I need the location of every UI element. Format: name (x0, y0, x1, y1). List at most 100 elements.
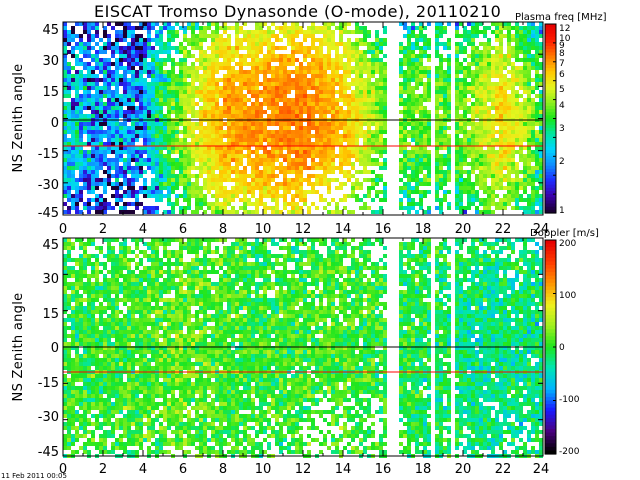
heatmap-cell (279, 146, 283, 150)
heatmap-cell (315, 162, 319, 166)
heatmap-cell (351, 42, 355, 46)
heatmap-cell (87, 190, 91, 194)
heatmap-cell (147, 38, 151, 42)
heatmap-cell (111, 174, 115, 178)
heatmap-cell (107, 138, 111, 142)
colorbar-tick-label: 5 (559, 85, 565, 95)
heatmap-cell (343, 94, 347, 98)
heatmap-cell (487, 26, 491, 30)
heatmap-cell (459, 50, 463, 54)
heatmap-cell (203, 78, 207, 82)
heatmap-cell (171, 162, 175, 166)
heatmap-cell (307, 150, 311, 154)
heatmap-cell (287, 134, 291, 138)
heatmap-cell (335, 138, 339, 142)
heatmap-cell (99, 130, 103, 134)
heatmap-cell (119, 98, 123, 102)
heatmap-cell (79, 138, 83, 142)
heatmap-cell (399, 74, 403, 78)
heatmap-cell (423, 174, 427, 178)
heatmap-cell (343, 98, 347, 102)
heatmap-cell (475, 34, 479, 38)
heatmap-cell (467, 182, 471, 186)
heatmap-cell (87, 102, 91, 106)
heatmap-cell (95, 98, 99, 102)
heatmap-cell (187, 86, 191, 90)
heatmap-cell (435, 186, 439, 190)
heatmap-cell (283, 58, 287, 62)
doppler-heatmap (63, 238, 543, 458)
heatmap-cell (227, 178, 231, 182)
heatmap-cell (335, 66, 339, 70)
heatmap-cell (327, 150, 331, 154)
heatmap-cell (263, 194, 267, 198)
heatmap-cell (275, 210, 279, 214)
heatmap-cell (83, 78, 87, 82)
heatmap-cell (239, 130, 243, 134)
heatmap-cell (355, 158, 359, 162)
heatmap-cell (111, 26, 115, 30)
heatmap-cell (195, 110, 199, 114)
heatmap-cell (79, 354, 83, 358)
heatmap-cell (163, 126, 167, 130)
heatmap-cell (287, 170, 291, 174)
heatmap-cell (343, 174, 347, 178)
heatmap-cell (75, 298, 79, 302)
heatmap-cell (531, 122, 535, 126)
heatmap-cell (411, 154, 415, 158)
heatmap-cell (531, 78, 535, 82)
heatmap-cell (287, 142, 291, 146)
heatmap-cell (519, 38, 523, 42)
heatmap-cell (347, 158, 351, 162)
heatmap-cell (343, 146, 347, 150)
heatmap-cell (327, 90, 331, 94)
heatmap-cell (71, 298, 75, 302)
heatmap-cell (271, 206, 275, 210)
heatmap-cell (195, 198, 199, 202)
heatmap-cell (483, 174, 487, 178)
heatmap-cell (115, 42, 119, 46)
heatmap-cell (347, 74, 351, 78)
heatmap-cell (203, 114, 207, 118)
heatmap-cell (511, 122, 515, 126)
heatmap-cell (439, 114, 443, 118)
heatmap-cell (471, 142, 475, 146)
heatmap-cell (531, 54, 535, 58)
heatmap-cell (175, 46, 179, 50)
heatmap-cell (63, 114, 67, 118)
heatmap-cell (227, 90, 231, 94)
heatmap-cell (291, 138, 295, 142)
heatmap-cell (539, 78, 543, 82)
heatmap-cell (227, 142, 231, 146)
heatmap-cell (75, 270, 79, 274)
heatmap-cell (215, 162, 219, 166)
heatmap-cell (267, 114, 271, 118)
heatmap-cell (239, 26, 243, 30)
heatmap-cell (71, 326, 75, 330)
heatmap-cell (163, 210, 167, 214)
heatmap-cell (131, 94, 135, 98)
heatmap-cell (283, 130, 287, 134)
heatmap-cell (471, 22, 475, 26)
heatmap-cell (515, 30, 519, 34)
heatmap-cell (315, 86, 319, 90)
heatmap-cell (427, 78, 431, 82)
heatmap-cell (483, 78, 487, 82)
heatmap-cell (527, 26, 531, 30)
y-axis-label: NS Zenith angle (11, 64, 26, 173)
heatmap-cell (87, 54, 91, 58)
heatmap-cell (143, 54, 147, 58)
heatmap-cell (407, 134, 411, 138)
heatmap-cell (135, 42, 139, 46)
heatmap-cell (111, 194, 115, 198)
heatmap-cell (531, 194, 535, 198)
heatmap-cell (87, 66, 91, 70)
heatmap-cell (219, 26, 223, 30)
heatmap-cell (255, 54, 259, 58)
heatmap-cell (279, 114, 283, 118)
heatmap-cell (367, 150, 371, 154)
heatmap-cell (223, 114, 227, 118)
heatmap-cell (231, 122, 235, 126)
heatmap-cell (323, 198, 327, 202)
heatmap-cell (207, 78, 211, 82)
